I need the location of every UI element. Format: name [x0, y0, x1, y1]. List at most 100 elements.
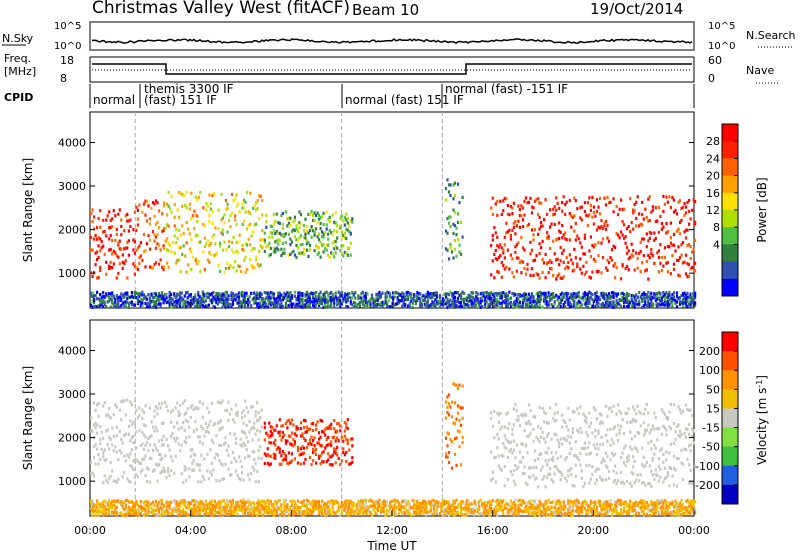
scatter-cell [307, 231, 310, 235]
scatter-cell [671, 299, 674, 303]
scatter-cell [432, 512, 435, 516]
scatter-cell [666, 473, 669, 477]
scatter-cell [283, 451, 286, 456]
scatter-cell [565, 294, 568, 298]
scatter-cell [275, 512, 278, 516]
scatter-cell [503, 235, 506, 239]
scatter-cell [677, 227, 680, 231]
scatter-cell [535, 272, 538, 276]
scatter-cell [632, 300, 635, 304]
scatter-cell [230, 500, 233, 504]
scatter-cell [444, 295, 448, 299]
scatter-cell [298, 453, 301, 457]
scatter-cell [648, 218, 651, 223]
scatter-cell [666, 295, 669, 299]
scatter-cell [398, 292, 401, 296]
scatter-cell [145, 297, 149, 301]
scatter-cell [289, 252, 292, 256]
scatter-cell [526, 298, 529, 303]
scatter-cell [453, 422, 457, 426]
scatter-cell [600, 219, 603, 223]
scatter-cell [472, 303, 475, 307]
scatter-cell [124, 300, 127, 304]
scatter-cell [167, 409, 170, 413]
scatter-cell [222, 506, 226, 510]
scatter-cell [210, 472, 213, 477]
scatter-cell [456, 212, 460, 216]
scatter-cell [653, 427, 656, 431]
scatter-cell [283, 504, 286, 508]
scatter-cell [398, 299, 401, 303]
scatter-cell [351, 510, 354, 514]
scatter-cell [651, 205, 654, 209]
scatter-cell [538, 294, 541, 298]
scatter-cell [650, 469, 653, 473]
scatter-cell [585, 416, 588, 420]
scatter-cell [552, 213, 555, 217]
scatter-cell [179, 192, 182, 196]
nsky-label: N.Sky [2, 32, 34, 45]
scatter-cell [176, 236, 179, 240]
scatter-cell [283, 513, 286, 517]
scatter-cell [281, 430, 284, 435]
scatter-cell [689, 256, 692, 261]
scatter-cell [639, 424, 642, 428]
scatter-cell [558, 272, 561, 276]
scatter-cell [207, 511, 210, 516]
scatter-cell [680, 294, 683, 298]
scatter-cell [576, 234, 579, 238]
scatter-cell [681, 301, 685, 305]
scatter-cell [588, 301, 591, 305]
scatter-cell [185, 270, 188, 274]
scatter-cell [148, 480, 152, 484]
scatter-cell [257, 502, 260, 506]
scatter-cell [315, 295, 318, 299]
scatter-cell [262, 507, 265, 511]
scatter-cell [177, 293, 180, 297]
scatter-cell [230, 291, 233, 295]
scatter-cell [251, 501, 254, 505]
scatter-cell [133, 511, 136, 515]
nave-label: Nave [746, 64, 774, 77]
scatter-cell [253, 247, 256, 251]
scatter-cell [213, 505, 216, 509]
scatter-cell [586, 292, 589, 296]
scatter-cell [426, 293, 429, 297]
scatter-cell [91, 499, 94, 503]
scatter-cell [207, 423, 210, 427]
scatter-cell [680, 253, 683, 257]
scatter-cell [106, 300, 109, 304]
scatter-cell [589, 276, 592, 280]
scatter-cell [595, 228, 598, 232]
scatter-cell [289, 460, 292, 464]
scatter-cell [194, 213, 197, 217]
scatter-cell [192, 468, 195, 472]
scatter-cell [665, 303, 668, 307]
scatter-cell [103, 474, 106, 478]
scatter-cell [435, 300, 438, 304]
scatter-cell [90, 291, 93, 295]
scatter-cell [623, 301, 626, 305]
scatter-cell [440, 302, 443, 306]
scatter-cell [686, 228, 689, 232]
scatter-cell [281, 295, 284, 299]
scatter-cell [161, 498, 164, 502]
scatter-cell [662, 424, 665, 428]
scatter-cell [354, 291, 357, 295]
scatter-cell [431, 502, 434, 506]
scatter-cell [453, 302, 457, 307]
scatter-cell [497, 291, 500, 296]
scatter-cell [244, 456, 247, 460]
scatter-cell [321, 444, 324, 448]
scatter-cell [647, 481, 650, 486]
scatter-cell [408, 512, 411, 516]
scatter-cell [322, 223, 325, 227]
scatter-cell [228, 412, 232, 416]
scatter-cell [148, 305, 152, 309]
scatter-cell [389, 305, 392, 309]
scatter-cell [558, 469, 561, 473]
scatter-cell [227, 304, 230, 308]
scatter-cell [244, 507, 247, 511]
scatter-cell [129, 507, 132, 511]
scatter-cell [318, 303, 321, 307]
